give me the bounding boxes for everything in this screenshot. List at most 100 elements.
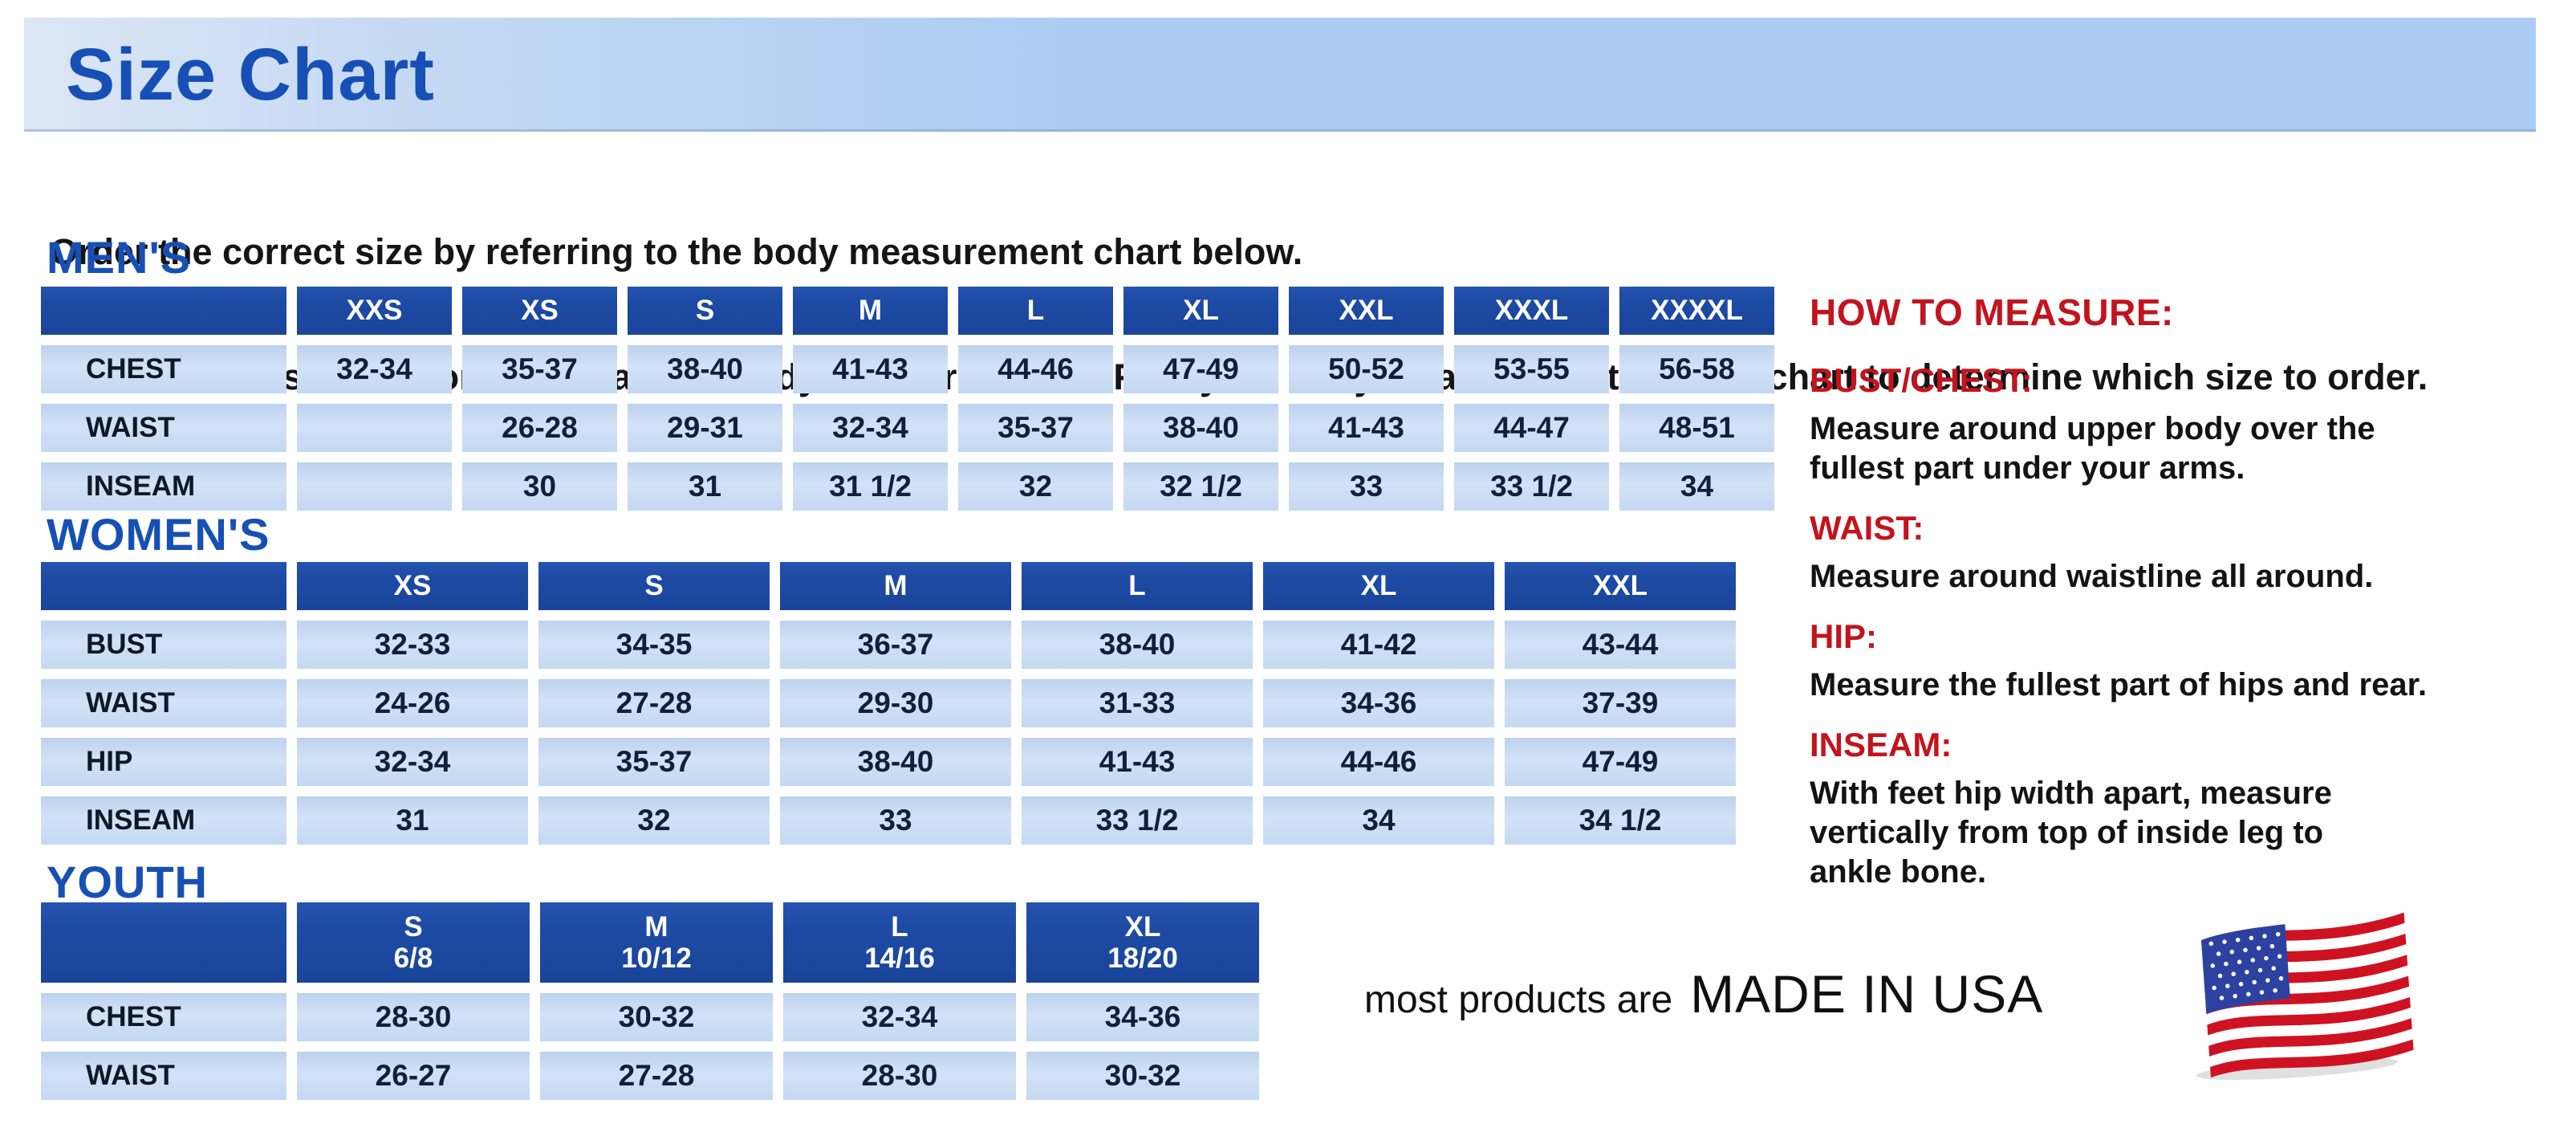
column-header: XXXXL: [1619, 287, 1774, 335]
size-cell: 32 1/2: [1123, 462, 1278, 511]
size-cell: 56-58: [1619, 345, 1774, 393]
column-header: M 10/12: [540, 902, 773, 983]
us-flag-icon: [2167, 906, 2417, 1084]
size-cell: 31: [628, 462, 782, 511]
measure-desc-waist: Measure around waistline all around.: [1810, 559, 2374, 594]
row-label: INSEAM: [41, 462, 286, 511]
how-to-measure-title: HOW TO MEASURE:: [1810, 291, 2174, 333]
size-table-youth: S 6/8 M 10/12 L 14/16 XL 18/20 CHEST 28-30 30-…: [30, 892, 1270, 1110]
size-cell: 24-26: [297, 679, 528, 727]
size-cell: 31-33: [1022, 679, 1253, 727]
size-table-womens: XS S M L XL XXL BUST 32-33 34-35 36-37 38-40 41-42 4…: [30, 552, 1746, 855]
us-flag-svg: [2196, 912, 2414, 1081]
column-header: S: [538, 562, 770, 610]
intro-line-1: Order the correct size by referring to t…: [50, 231, 1303, 272]
size-cell: [297, 404, 452, 452]
row-label: BUST: [41, 621, 286, 669]
size-cell: 41-43: [1289, 404, 1444, 452]
size-cell: 31 1/2: [793, 462, 948, 511]
size-cell: 41-42: [1263, 621, 1494, 669]
section-heading-mens: MEN'S: [47, 232, 192, 283]
size-cell: 32-34: [297, 738, 528, 786]
table-row: CHEST 32-34 35-37 38-40 41-43 44-46 47-49 50-52…: [41, 345, 1774, 393]
size-cell: 29-30: [780, 679, 1011, 727]
size-cell: 26-27: [297, 1052, 530, 1100]
column-header: XS: [462, 287, 617, 335]
size-cell: 30-32: [1026, 1052, 1259, 1100]
column-header: XL 18/20: [1026, 902, 1259, 983]
row-label: WAIST: [41, 1052, 286, 1100]
header-corner-cell: [41, 902, 286, 983]
column-header: S: [628, 287, 782, 335]
row-label: WAIST: [41, 404, 286, 452]
size-cell: 43-44: [1505, 621, 1736, 669]
size-cell: 32-33: [297, 621, 528, 669]
row-label: WAIST: [41, 679, 286, 727]
column-header: M: [780, 562, 1011, 610]
size-cell: 32-34: [793, 404, 948, 452]
size-cell: 28-30: [297, 993, 530, 1041]
column-header: L: [1022, 562, 1253, 610]
column-header: XS: [297, 562, 528, 610]
header-row: XXS XS S M L XL XXL XXXL XXXXL: [41, 287, 1774, 335]
size-cell: 38-40: [1123, 404, 1278, 452]
size-cell: 38-40: [628, 345, 782, 393]
measure-term-inseam: INSEAM:: [1810, 726, 1952, 763]
table-row: BUST 32-33 34-35 36-37 38-40 41-42 43-44: [41, 621, 1736, 669]
size-cell: 34 1/2: [1505, 796, 1736, 845]
column-header: M: [793, 287, 948, 335]
column-header: L: [958, 287, 1113, 335]
size-cell: 32-34: [783, 993, 1016, 1041]
size-cell: 44-46: [1263, 738, 1494, 786]
size-cell: 38-40: [780, 738, 1011, 786]
size-cell: 53-55: [1454, 345, 1609, 393]
size-cell: 35-37: [958, 404, 1113, 452]
size-cell: 29-31: [628, 404, 782, 452]
size-cell: 36-37: [780, 621, 1011, 669]
size-cell: 38-40: [1022, 621, 1253, 669]
size-cell: 47-49: [1505, 738, 1736, 786]
measure-desc-hip: Measure the fullest part of hips and rea…: [1810, 667, 2428, 702]
size-cell: 34: [1619, 462, 1774, 511]
column-header: XXL: [1505, 562, 1736, 610]
column-header: XL: [1263, 562, 1494, 610]
page-title: Size Chart: [66, 33, 435, 116]
column-header: XL: [1123, 287, 1278, 335]
size-cell: 33 1/2: [1454, 462, 1609, 511]
size-cell: [297, 462, 452, 511]
size-cell: 32-34: [297, 345, 452, 393]
table-row: WAIST 24-26 27-28 29-30 31-33 34-36 37-39: [41, 679, 1736, 727]
made-in-usa-prefix: most products are: [1364, 979, 1673, 1021]
size-cell: 26-28: [462, 404, 617, 452]
column-header: XXL: [1289, 287, 1444, 335]
size-cell: 28-30: [783, 1052, 1016, 1100]
table-row: HIP 32-34 35-37 38-40 41-43 44-46 47-49: [41, 738, 1736, 786]
size-cell: 27-28: [540, 1052, 773, 1100]
size-cell: 30-32: [540, 993, 773, 1041]
column-header: L 14/16: [783, 902, 1016, 983]
size-cell: 35-37: [462, 345, 617, 393]
size-cell: 48-51: [1619, 404, 1774, 452]
table-row: INSEAM 30 31 31 1/2 32 32 1/2 33 33 1/2 34: [41, 462, 1774, 511]
size-cell: 34-36: [1026, 993, 1259, 1041]
table-row: CHEST 28-30 30-32 32-34 34-36: [41, 993, 1259, 1041]
made-in-usa-emphasis: MADE IN USA: [1690, 964, 2044, 1024]
row-label: CHEST: [41, 993, 286, 1041]
size-table-mens: XXS XS S M L XL XXL XXXL XXXXL CHEST 32-34 35-37 38-…: [30, 276, 1785, 521]
size-cell: 33: [780, 796, 1011, 845]
header-row: S 6/8 M 10/12 L 14/16 XL 18/20: [41, 902, 1259, 983]
size-cell: 35-37: [538, 738, 770, 786]
how-to-measure-panel: HOW TO MEASURE: BUST/CHEST: Measure arou…: [1810, 291, 2532, 892]
section-heading-youth: YOUTH: [47, 857, 208, 907]
table-row: WAIST 26-27 27-28 28-30 30-32: [41, 1052, 1259, 1100]
row-label: INSEAM: [41, 796, 286, 845]
size-cell: 47-49: [1123, 345, 1278, 393]
column-header: S 6/8: [297, 902, 530, 983]
size-cell: 33 1/2: [1022, 796, 1253, 845]
size-cell: 50-52: [1289, 345, 1444, 393]
section-heading-womens: WOMEN'S: [47, 509, 270, 560]
measure-desc-inseam: With feet hip width apart, measure verti…: [1810, 776, 2332, 890]
size-cell: 34-36: [1263, 679, 1494, 727]
table-row: WAIST 26-28 29-31 32-34 35-37 38-40 41-43 44-47…: [41, 404, 1774, 452]
row-label: CHEST: [41, 345, 286, 393]
